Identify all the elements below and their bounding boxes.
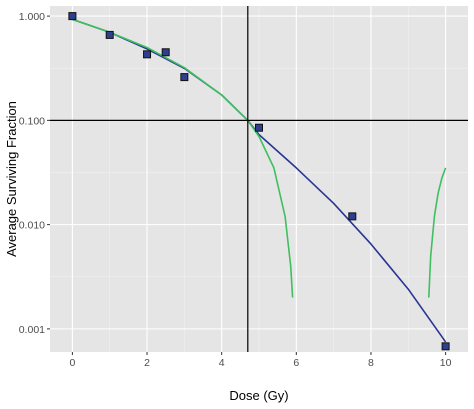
data-points	[68, 12, 450, 351]
x-axis: 0 2 4 6 8 10	[69, 352, 452, 369]
y-tick-label: 0.010	[19, 220, 45, 232]
data-point	[161, 48, 170, 57]
y-axis: 1.000 0.100 0.010 0.001	[19, 11, 50, 336]
minor-gridlines	[50, 6, 468, 352]
x-tick-label: 8	[368, 357, 374, 369]
y-tick-label: 0.001	[19, 324, 45, 336]
x-tick-label: 4	[219, 357, 225, 369]
data-point	[255, 123, 263, 132]
y-tick-label: 1.000	[19, 11, 45, 23]
data-point	[105, 30, 114, 39]
green-curve	[428, 167, 447, 298]
data-point	[180, 73, 189, 82]
x-tick-label: 0	[69, 357, 75, 369]
x-tick-label: 6	[293, 357, 299, 369]
data-point	[348, 212, 357, 221]
y-axis-title: Average Surviving Fraction	[4, 101, 19, 257]
x-tick-label: 2	[144, 357, 150, 369]
data-point	[68, 12, 77, 21]
x-axis-title: Dose (Gy)	[229, 388, 288, 403]
x-tick-label: 10	[440, 357, 452, 369]
data-point	[441, 342, 450, 351]
y-tick-label: 0.100	[19, 115, 45, 127]
reference-lines	[50, 6, 468, 352]
data-point	[143, 50, 152, 59]
